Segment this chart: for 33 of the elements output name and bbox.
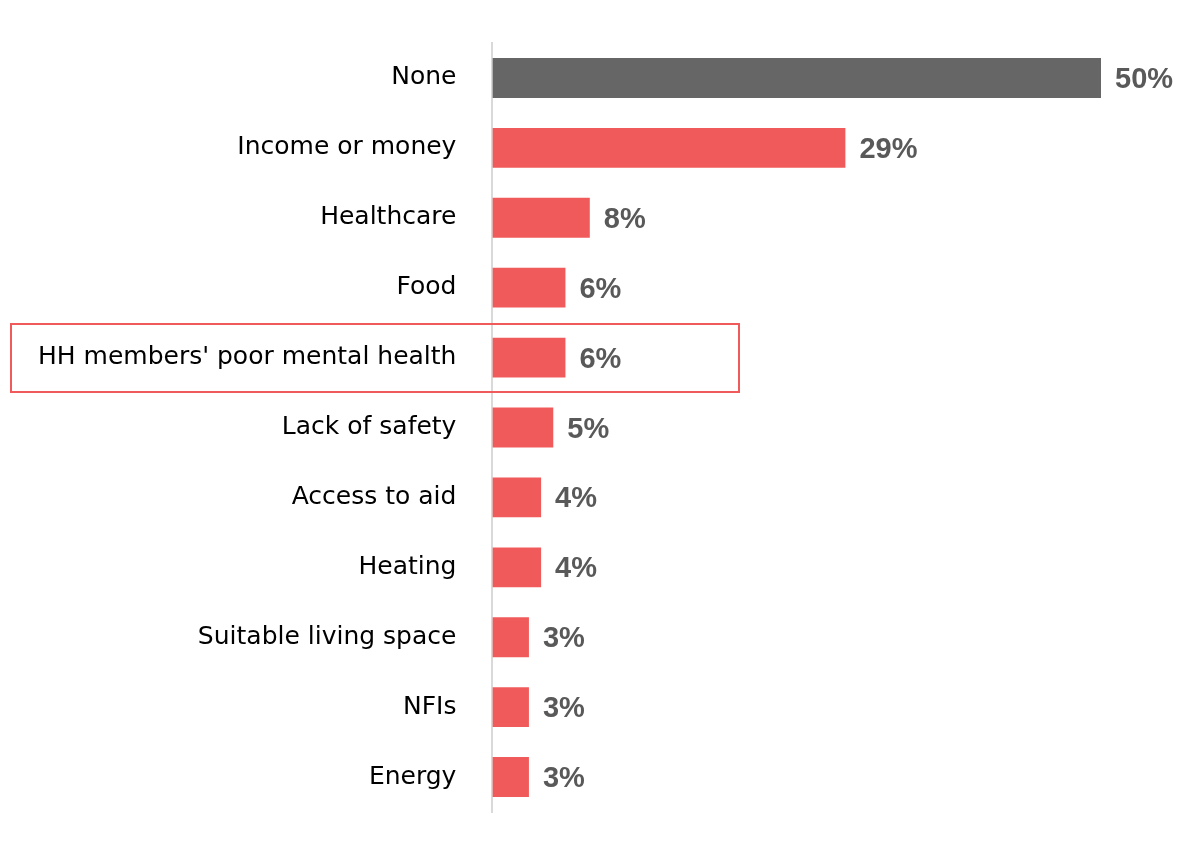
bar bbox=[492, 58, 1101, 98]
data-label: 5% bbox=[567, 411, 610, 444]
bar bbox=[492, 617, 529, 658]
y-tick-label: Access to aid bbox=[291, 480, 457, 510]
bar bbox=[492, 477, 542, 518]
y-tick-label: Income or money bbox=[237, 131, 457, 161]
bar bbox=[492, 687, 529, 728]
y-tick-label: Energy bbox=[368, 760, 457, 790]
data-label: 6% bbox=[579, 271, 622, 304]
data-label: 50% bbox=[1115, 61, 1174, 94]
data-label: 6% bbox=[579, 341, 622, 374]
data-label: 29% bbox=[859, 131, 918, 164]
y-tick-label: Heating bbox=[358, 550, 457, 580]
y-tick-label: NFIs bbox=[402, 690, 457, 720]
bar bbox=[492, 407, 554, 448]
y-tick-label: HH members' poor mental health bbox=[38, 341, 457, 371]
bar bbox=[492, 547, 542, 588]
bar bbox=[492, 267, 566, 308]
data-label: 4% bbox=[555, 551, 598, 584]
y-tick-label: Lack of safety bbox=[281, 411, 457, 440]
data-label: 8% bbox=[603, 201, 646, 234]
y-tick-label: Food bbox=[396, 271, 457, 301]
data-label: 4% bbox=[555, 481, 598, 514]
data-label: 3% bbox=[542, 691, 586, 724]
bar bbox=[492, 337, 566, 378]
y-tick-label: Healthcare bbox=[320, 201, 457, 231]
bar bbox=[492, 757, 529, 797]
bar bbox=[492, 197, 590, 238]
y-tick-label: Suitable living space bbox=[197, 620, 457, 650]
y-tick-label: None bbox=[391, 61, 457, 91]
data-label: 3% bbox=[542, 621, 586, 654]
bar bbox=[492, 127, 846, 168]
data-label: 3% bbox=[542, 761, 586, 794]
